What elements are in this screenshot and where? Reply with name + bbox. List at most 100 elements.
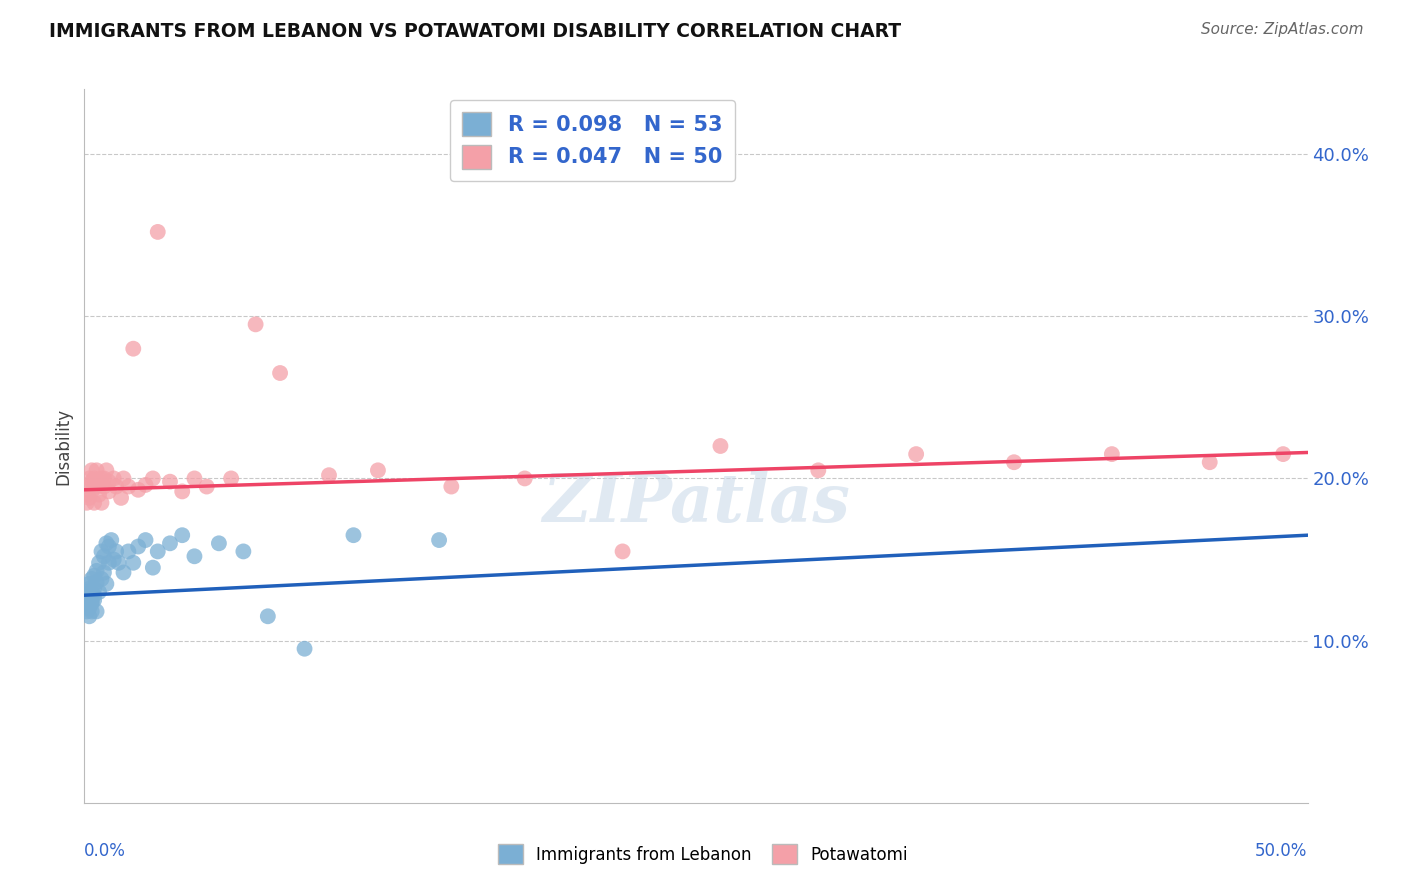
Point — [112, 471, 135, 485]
Point — [127, 540, 149, 554]
Point — [105, 544, 128, 558]
Point — [77, 491, 100, 505]
Point — [83, 593, 105, 607]
Point — [110, 491, 132, 505]
Point — [86, 575, 108, 590]
Point — [80, 572, 103, 586]
Point — [232, 544, 254, 558]
Point — [93, 471, 115, 485]
Point — [245, 318, 267, 332]
Point — [77, 479, 100, 493]
Point — [100, 533, 122, 547]
Point — [318, 468, 340, 483]
Legend: R = 0.098   N = 53, R = 0.047   N = 50: R = 0.098 N = 53, R = 0.047 N = 50 — [450, 100, 735, 181]
Point — [80, 475, 103, 489]
Point — [76, 585, 98, 599]
Text: ZIPatlas: ZIPatlas — [543, 471, 849, 535]
Point — [159, 475, 181, 489]
Point — [83, 496, 105, 510]
Point — [103, 471, 125, 485]
Point — [93, 566, 115, 580]
Point — [1101, 447, 1123, 461]
Point — [112, 566, 135, 580]
Point — [294, 641, 316, 656]
Point — [83, 588, 105, 602]
Point — [1272, 447, 1295, 461]
Point — [77, 591, 100, 606]
Point — [1002, 455, 1025, 469]
Point — [80, 585, 103, 599]
Point — [76, 598, 98, 612]
Point — [80, 595, 103, 609]
Point — [83, 471, 105, 485]
Point — [135, 478, 157, 492]
Point — [105, 479, 128, 493]
Point — [219, 471, 242, 485]
Point — [208, 536, 231, 550]
Point — [257, 609, 280, 624]
Point — [612, 544, 634, 558]
Point — [77, 582, 100, 596]
Point — [76, 496, 98, 510]
Point — [77, 588, 100, 602]
Point — [97, 556, 120, 570]
Point — [97, 475, 120, 489]
Point — [127, 483, 149, 497]
Point — [86, 604, 108, 618]
Y-axis label: Disability: Disability — [55, 408, 73, 484]
Point — [93, 479, 115, 493]
Point — [135, 533, 157, 547]
Legend: Immigrants from Lebanon, Potawatomi: Immigrants from Lebanon, Potawatomi — [492, 838, 914, 871]
Point — [87, 585, 110, 599]
Text: Source: ZipAtlas.com: Source: ZipAtlas.com — [1201, 22, 1364, 37]
Point — [76, 588, 98, 602]
Point — [427, 533, 450, 547]
Point — [117, 544, 139, 558]
Point — [709, 439, 731, 453]
Point — [76, 604, 98, 618]
Point — [183, 471, 205, 485]
Text: 0.0%: 0.0% — [84, 842, 127, 860]
Point — [76, 593, 98, 607]
Point — [77, 609, 100, 624]
Point — [87, 488, 110, 502]
Point — [77, 601, 100, 615]
Point — [97, 540, 120, 554]
Point — [96, 463, 118, 477]
Point — [86, 463, 108, 477]
Point — [159, 536, 181, 550]
Point — [195, 479, 218, 493]
Point — [146, 225, 169, 239]
Point — [172, 484, 194, 499]
Point — [142, 560, 165, 574]
Point — [905, 447, 928, 461]
Point — [77, 577, 100, 591]
Point — [90, 572, 112, 586]
Point — [80, 596, 103, 610]
Point — [83, 582, 105, 596]
Point — [342, 528, 364, 542]
Point — [117, 479, 139, 493]
Point — [87, 475, 110, 489]
Point — [87, 556, 110, 570]
Point — [76, 488, 98, 502]
Point — [183, 549, 205, 564]
Point — [269, 366, 291, 380]
Point — [122, 556, 145, 570]
Point — [513, 471, 536, 485]
Point — [122, 342, 145, 356]
Point — [142, 471, 165, 485]
Point — [80, 604, 103, 618]
Point — [96, 536, 118, 550]
Point — [103, 552, 125, 566]
Point — [93, 549, 115, 564]
Point — [83, 568, 105, 582]
Point — [90, 471, 112, 485]
Text: 50.0%: 50.0% — [1256, 842, 1308, 860]
Point — [107, 556, 129, 570]
Point — [86, 564, 108, 578]
Point — [80, 484, 103, 499]
Point — [90, 544, 112, 558]
Point — [80, 463, 103, 477]
Point — [172, 528, 194, 542]
